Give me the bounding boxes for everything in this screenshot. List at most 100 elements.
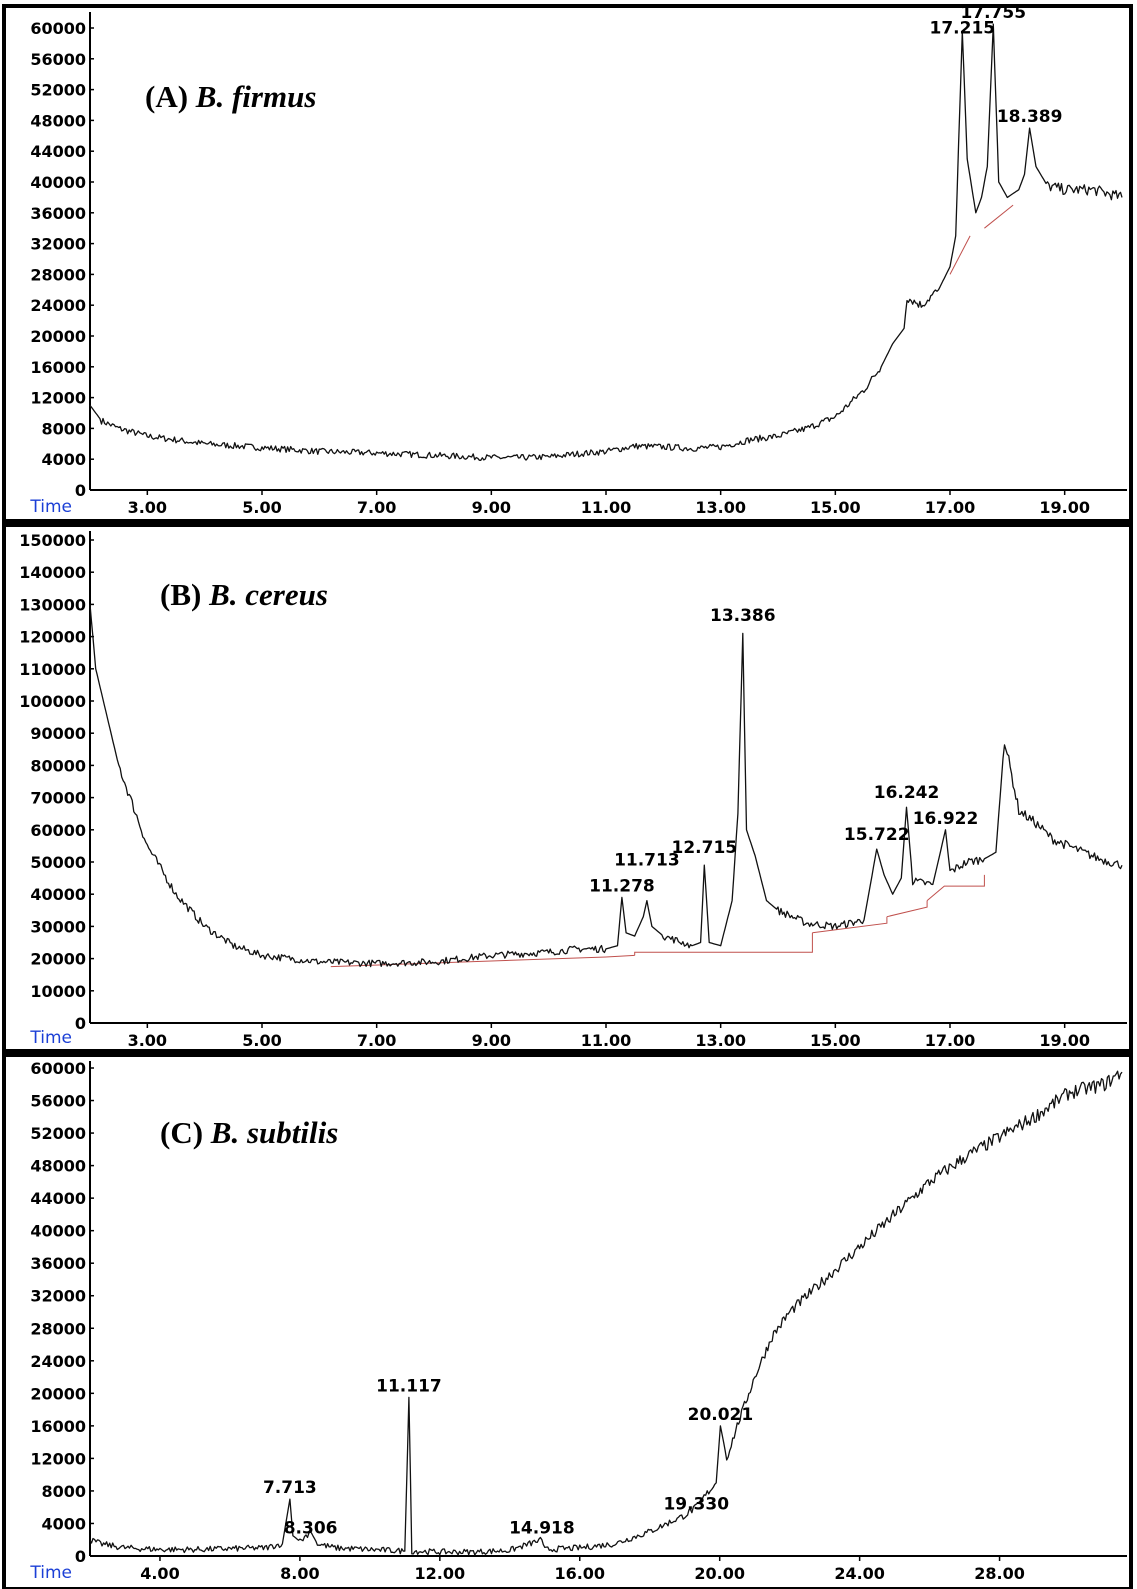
panel-frame: [2, 1053, 1133, 1589]
peak-label: 20.021: [688, 1405, 754, 1425]
panel-title: (B) B. cereus: [160, 577, 328, 612]
peak-label: 11.278: [589, 876, 655, 896]
y-tick-label: 130000: [19, 595, 86, 614]
y-tick-label: 24000: [30, 296, 86, 315]
panel-title: (C) B. subtilis: [160, 1115, 338, 1150]
y-tick-label: 12000: [30, 1449, 86, 1468]
integration-baseline: [330, 956, 607, 968]
x-tick-label: 15.00: [810, 498, 861, 517]
peak-label: 17.755: [960, 3, 1026, 23]
y-tick-label: 10000: [30, 982, 86, 1001]
y-tick-label: 30000: [30, 917, 86, 936]
y-tick-label: 12000: [30, 389, 86, 408]
integration-baseline: [634, 932, 813, 956]
x-tick-label: 7.00: [357, 498, 396, 517]
peak-label: 16.922: [913, 809, 979, 829]
x-tick-label: 15.00: [810, 1031, 861, 1050]
y-tick-label: 20000: [30, 327, 86, 346]
chart-panel-3: 6000056000520004800044000400003600032000…: [2, 1053, 1133, 1589]
y-tick-label: 32000: [30, 1287, 86, 1306]
x-tick-label: 24.00: [834, 1564, 885, 1583]
peak-label: 11.117: [376, 1376, 442, 1396]
peak-label: 17.215: [930, 19, 996, 39]
y-tick-label: 100000: [19, 692, 86, 711]
y-tick-label: 40000: [30, 885, 86, 904]
y-tick-label: 48000: [30, 1157, 86, 1176]
x-tick-label: 4.00: [140, 1564, 179, 1583]
y-tick-label: 8000: [41, 419, 86, 438]
integration-baseline: [984, 204, 1014, 229]
y-tick-label: 150000: [19, 531, 86, 550]
x-tick-label: 8.00: [280, 1564, 319, 1583]
integration-baseline: [949, 235, 971, 275]
x-tick-label: 17.00: [925, 1031, 976, 1050]
x-tick-label: 16.00: [554, 1564, 605, 1583]
peak-label: 16.242: [874, 783, 940, 803]
y-tick-label: 60000: [30, 821, 86, 840]
peak-label: 13.386: [710, 606, 776, 626]
y-tick-label: 44000: [30, 1189, 86, 1208]
y-tick-label: 48000: [30, 111, 86, 130]
y-tick-label: 24000: [30, 1352, 86, 1371]
y-tick-label: 32000: [30, 235, 86, 254]
x-tick-label: 3.00: [128, 1031, 167, 1050]
y-tick-label: 60000: [30, 19, 86, 38]
panel-frame: [2, 4, 1133, 523]
chromatogram-trace: [89, 23, 1123, 461]
x-tick-label: 28.00: [974, 1564, 1025, 1583]
x-tick-label: 13.00: [695, 498, 746, 517]
y-tick-label: 120000: [19, 628, 86, 647]
x-axis-time-label: Time: [29, 1028, 72, 1048]
peak-label: 18.389: [997, 107, 1063, 127]
y-tick-label: 0: [75, 481, 86, 500]
y-tick-label: 4000: [41, 1514, 86, 1533]
y-tick-label: 52000: [30, 81, 86, 100]
x-tick-label: 9.00: [472, 1031, 511, 1050]
x-axis-time-label: Time: [29, 1563, 72, 1583]
x-tick-label: 19.00: [1039, 498, 1090, 517]
chart-panel-2: 1500001400001300001200001100001000009000…: [2, 523, 1133, 1053]
y-tick-label: 28000: [30, 1319, 86, 1338]
y-tick-label: 44000: [30, 142, 86, 161]
chart-panel-1: 60000 56000 52000 48000 44000 40000 36000 32000…: [2, 3, 1133, 523]
x-tick-label: 11.00: [581, 1031, 632, 1050]
y-tick-label: 56000: [30, 50, 86, 69]
integration-baseline: [886, 900, 928, 918]
x-axis-time-label: Time: [29, 497, 72, 517]
peak-label: 8.306: [284, 1519, 338, 1539]
integration-baseline: [812, 916, 888, 934]
panel-title: (A) B. firmus: [145, 79, 316, 114]
chromatogram-trace: [89, 604, 1123, 968]
y-tick-label: 36000: [30, 204, 86, 223]
panel-frame: [2, 523, 1133, 1053]
y-tick-label: 16000: [30, 358, 86, 377]
y-tick-label: 90000: [30, 724, 86, 743]
x-tick-label: 9.00: [472, 498, 511, 517]
y-tick-label: 110000: [19, 660, 86, 679]
x-tick-label: 13.00: [695, 1031, 746, 1050]
y-tick-label: 40000: [30, 1222, 86, 1241]
y-tick-label: 52000: [30, 1124, 86, 1143]
peak-label: 7.713: [263, 1478, 317, 1498]
peak-label: 15.722: [844, 825, 910, 845]
y-tick-label: 56000: [30, 1092, 86, 1111]
peak-label: 11.713: [614, 851, 680, 871]
x-tick-label: 7.00: [357, 1031, 396, 1050]
x-tick-label: 5.00: [242, 1031, 281, 1050]
integration-baseline: [926, 874, 985, 901]
y-tick-label: 40000: [30, 173, 86, 192]
y-tick-label: 50000: [30, 853, 86, 872]
x-tick-label: 5.00: [242, 498, 281, 517]
x-tick-label: 20.00: [694, 1564, 745, 1583]
y-tick-label: 0: [75, 1014, 86, 1033]
y-tick-label: 0: [75, 1547, 86, 1566]
y-tick-label: 20000: [30, 1384, 86, 1403]
x-tick-label: 3.00: [128, 498, 167, 517]
y-tick-label: 140000: [19, 563, 86, 582]
chromatogram-trace: [89, 1070, 1123, 1556]
peak-label: 19.330: [663, 1494, 729, 1514]
y-tick-label: 80000: [30, 756, 86, 775]
peak-label: 14.918: [509, 1519, 575, 1539]
y-tick-label: 28000: [30, 265, 86, 284]
